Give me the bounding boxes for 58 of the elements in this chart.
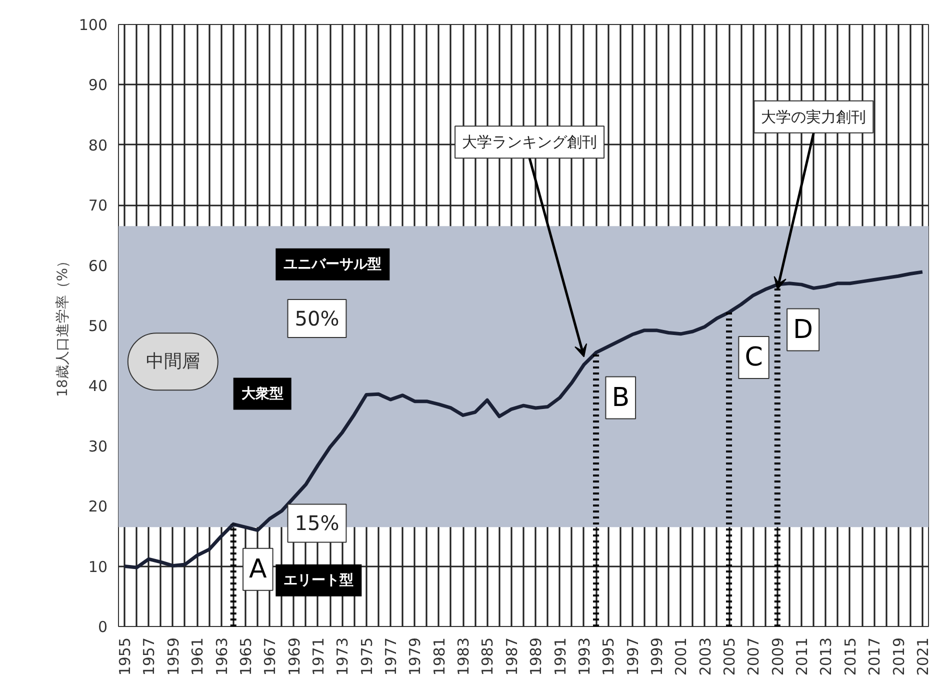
x-tick-label: 2001 [672, 637, 690, 676]
ref-line-label: B [612, 382, 630, 413]
x-tick-label: 1979 [406, 637, 424, 676]
x-tick-label: 1959 [164, 637, 182, 676]
y-axis-title: 18歳人口進学率（%） [54, 254, 71, 398]
x-tick-label: 2003 [696, 637, 714, 676]
x-tick-label: 1993 [575, 637, 594, 676]
x-tick-label: 1999 [648, 637, 666, 676]
y-tick-label: 30 [88, 437, 108, 456]
x-tick-label: 1971 [309, 637, 328, 676]
x-tick-label: 2019 [890, 637, 908, 676]
x-tick-label: 2005 [720, 637, 739, 676]
ref-line-label: A [249, 554, 268, 584]
annotation: 大学の実力創刊 [761, 108, 866, 126]
annotation: 15% [294, 511, 340, 536]
x-tick-label: 1957 [140, 637, 158, 676]
x-tick-label: 1985 [478, 637, 497, 676]
annotation: 中間層 [146, 351, 200, 372]
x-tick-label: 2013 [817, 637, 836, 676]
annotation: エリート型 [284, 572, 354, 588]
y-tick-label: 70 [88, 196, 108, 215]
x-tick-label: 1961 [188, 637, 207, 676]
y-tick-label: 90 [88, 76, 108, 94]
annotation: ユニバーサル型 [284, 256, 382, 272]
x-tick-label: 2007 [744, 637, 763, 676]
y-tick-label: 10 [88, 558, 108, 576]
x-tick-label: 1955 [116, 637, 134, 676]
x-tick-label: 1973 [334, 637, 352, 676]
x-tick-label: 1969 [285, 637, 304, 676]
x-tick-label: 1983 [454, 637, 473, 676]
x-tick-label: 1967 [261, 637, 280, 676]
x-tick-label: 1991 [551, 637, 570, 676]
y-tick-label: 40 [88, 377, 108, 396]
x-tick-label: 2015 [841, 637, 860, 676]
y-tick-label: 100 [78, 16, 108, 34]
x-tick-label: 1975 [358, 637, 376, 676]
annotation: 大衆型 [241, 386, 284, 402]
y-tick-label: 60 [88, 256, 108, 275]
x-tick-label: 1977 [382, 637, 400, 676]
x-tick-label: 1965 [236, 637, 255, 676]
x-tick-label: 1995 [600, 637, 618, 676]
ref-line-label: C [744, 342, 763, 372]
x-tick-label: 1997 [624, 637, 642, 676]
x-tick-label: 2017 [866, 637, 884, 676]
y-tick-label: 0 [98, 618, 108, 636]
y-tick-label: 50 [88, 317, 108, 335]
annotation: 50% [294, 306, 340, 331]
x-tick-label: 2011 [793, 637, 812, 676]
x-tick-label: 1981 [430, 637, 448, 676]
y-tick-label: 20 [88, 498, 108, 516]
x-tick-label: 1987 [502, 637, 521, 676]
annotation: 大学ランキング創刊 [462, 133, 598, 152]
x-tick-label: 1963 [212, 637, 231, 676]
x-tick-label: 2021 [914, 637, 932, 676]
x-tick-label: 1989 [527, 637, 546, 676]
x-tick-label: 2009 [768, 637, 787, 676]
ref-line-label: D [793, 314, 814, 345]
y-tick-label: 80 [88, 136, 108, 154]
